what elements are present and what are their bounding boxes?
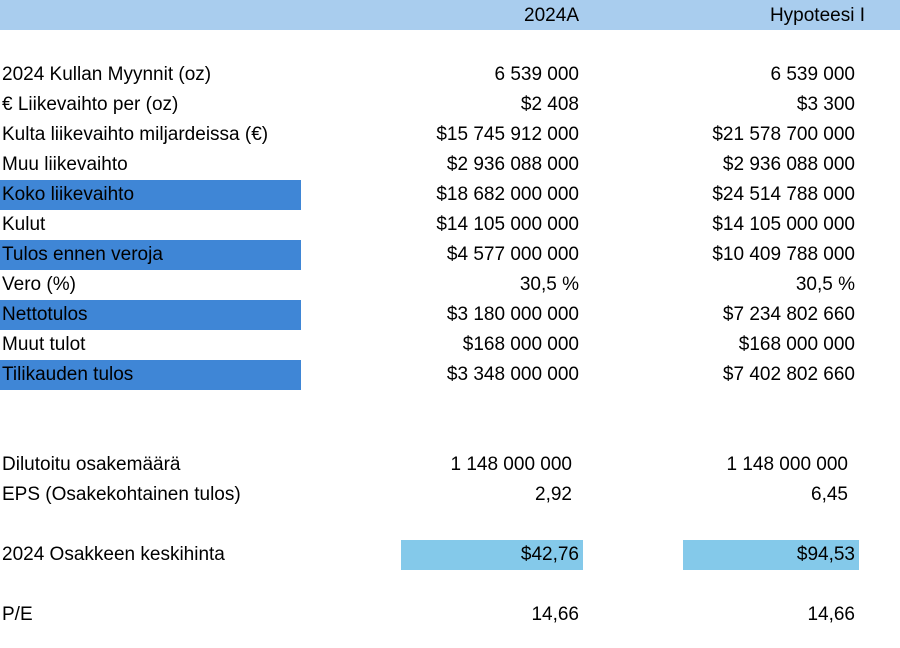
value-2024a: 1 148 000 000 [450, 454, 572, 475]
row-costs: Kulut $14 105 000 000 $14 105 000 000 [0, 210, 900, 240]
row-pe-ratio: P/E 14,66 14,66 [0, 600, 900, 630]
row-label: 2024 Kullan Myynnit (oz) [2, 64, 212, 85]
price-highlight-2024a [401, 540, 583, 570]
value-hypoteesi: $7 234 802 660 [722, 304, 855, 325]
row-other-revenue: Muu liikevaihto $2 936 088 000 $2 936 08… [0, 150, 900, 180]
value-2024a: 6 539 000 [494, 64, 579, 85]
value-hypoteesi: $14 105 000 000 [712, 214, 855, 235]
row-label: 2024 Osakkeen keskihinta [2, 544, 225, 565]
row-label: € Liikevaihto per (oz) [2, 94, 179, 115]
row-label: Muu liikevaihto [2, 154, 128, 175]
row-revenue-per-oz: € Liikevaihto per (oz) $2 408 $3 300 [0, 90, 900, 120]
value-hypoteesi: $21 578 700 000 [712, 124, 855, 145]
row-period-result: Tilikauden tulos $3 348 000 000 $7 402 8… [0, 360, 900, 390]
header-hypoteesi: Hypoteesi I [769, 5, 865, 26]
row-label-highlighted: Tilikauden tulos [0, 360, 301, 390]
row-gold-sales: 2024 Kullan Myynnit (oz) 6 539 000 6 539… [0, 60, 900, 90]
value-2024a: 2,92 [535, 484, 572, 505]
value-hypoteesi: $24 514 788 000 [712, 184, 855, 205]
value-2024a: 14,66 [531, 604, 579, 625]
value-2024a: 30,5 % [519, 274, 579, 295]
row-label-highlighted: Nettotulos [0, 300, 301, 330]
row-avg-share-price: 2024 Osakkeen keskihinta $42,76 $94,53 [0, 540, 900, 570]
value-hypoteesi: 30,5 % [795, 274, 855, 295]
row-label: Dilutoitu osakemäärä [2, 454, 181, 475]
value-hypoteesi: 6,45 [811, 484, 848, 505]
value-2024a: $168 000 000 [462, 334, 579, 355]
row-label: Kulut [2, 214, 46, 235]
header-2024a: 2024A [524, 5, 579, 26]
row-label: Kulta liikevaihto miljardeissa (€) [2, 124, 269, 145]
row-net-profit: Nettotulos $3 180 000 000 $7 234 802 660 [0, 300, 900, 330]
value-2024a: $3 180 000 000 [446, 304, 579, 325]
row-label: P/E [2, 604, 33, 625]
row-diluted-shares: Dilutoitu osakemäärä 1 148 000 000 1 148… [0, 450, 900, 480]
value-hypoteesi: $10 409 788 000 [712, 244, 855, 265]
value-hypoteesi: 14,66 [807, 604, 855, 625]
value-2024a: $14 105 000 000 [436, 214, 579, 235]
value-hypoteesi: $7 402 802 660 [722, 364, 855, 385]
price-highlight-hypoteesi [683, 540, 859, 570]
value-2024a: $4 577 000 000 [446, 244, 579, 265]
row-pretax-profit: Tulos ennen veroja $4 577 000 000 $10 40… [0, 240, 900, 270]
value-hypoteesi: 6 539 000 [770, 64, 855, 85]
row-eps: EPS (Osakekohtainen tulos) 2,92 6,45 [0, 480, 900, 510]
value-2024a: $15 745 912 000 [436, 124, 579, 145]
row-tax-rate: Vero (%) 30,5 % 30,5 % [0, 270, 900, 300]
row-label: EPS (Osakekohtainen tulos) [2, 484, 241, 505]
row-label: Muut tulot [2, 334, 86, 355]
row-other-income: Muut tulot $168 000 000 $168 000 000 [0, 330, 900, 360]
value-2024a: $18 682 000 000 [436, 184, 579, 205]
row-label-highlighted: Tulos ennen veroja [0, 240, 301, 270]
value-2024a: $2 408 [520, 94, 579, 115]
row-gold-revenue: Kulta liikevaihto miljardeissa (€) $15 7… [0, 120, 900, 150]
value-hypoteesi: $94,53 [796, 544, 855, 565]
row-total-revenue: Koko liikevaihto $18 682 000 000 $24 514… [0, 180, 900, 210]
value-2024a: $3 348 000 000 [446, 364, 579, 385]
row-label: Vero (%) [2, 274, 76, 295]
value-2024a: $2 936 088 000 [446, 154, 579, 175]
row-label-highlighted: Koko liikevaihto [0, 180, 301, 210]
value-hypoteesi: 1 148 000 000 [726, 454, 848, 475]
value-hypoteesi: $2 936 088 000 [722, 154, 855, 175]
value-hypoteesi: $168 000 000 [738, 334, 855, 355]
column-header-bar: 2024A Hypoteesi I [0, 0, 900, 30]
value-hypoteesi: $3 300 [796, 94, 855, 115]
value-2024a: $42,76 [520, 544, 579, 565]
